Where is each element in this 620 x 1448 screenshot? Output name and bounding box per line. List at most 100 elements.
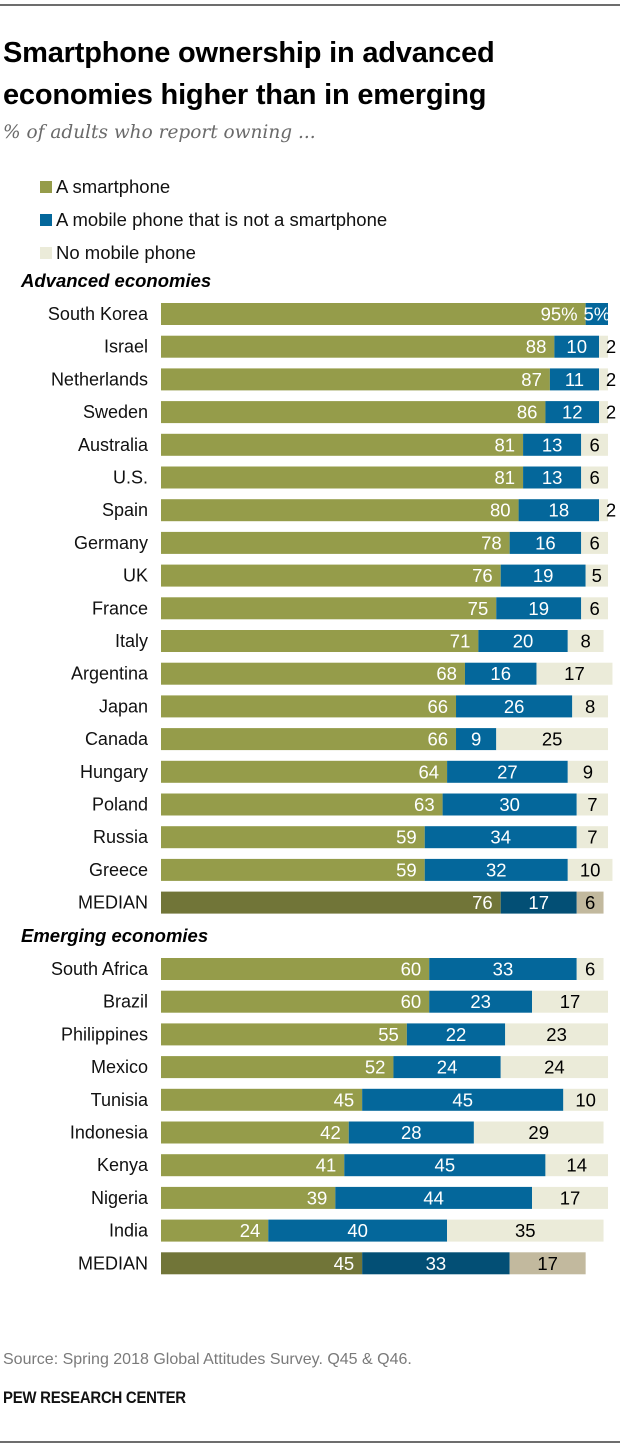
data-label: 33 [493,959,514,980]
data-label: 42 [320,1122,341,1143]
bar-segment-none [599,335,608,358]
data-label: 9 [583,761,593,782]
bottom-rule [0,1441,620,1443]
data-label: 66 [427,729,448,750]
bar-segment-smartphone [161,401,546,424]
data-label: 64 [419,761,440,782]
bar-segment-none [581,531,608,554]
bar-row-median: MEDIAN 45 33 17 [78,1252,586,1275]
category-label: MEDIAN [78,893,148,913]
section-label-advanced: Advanced economies [21,270,212,291]
legend-swatch-mobile [40,213,52,226]
data-label: 2 [606,500,616,521]
data-label: 78 [481,532,502,553]
data-label: 17 [560,991,581,1012]
bar-segment-mobile [447,760,568,783]
bar-segment-smartphone [161,662,465,685]
bar-row-south-africa: South Africa 60 33 6 [51,958,604,980]
bar-segment-smartphone [161,1121,349,1144]
bar-segment-none [581,466,608,489]
bar-row-spain: Spain 80 18 2 [102,499,616,522]
bar-row-hungary: Hungary 64 27 9 [80,760,608,783]
category-label: Philippines [61,1024,148,1044]
data-label: 22 [446,1024,467,1045]
bar-segment-mobile [335,1186,533,1209]
data-label: 20 [513,631,534,652]
category-label: Mexico [91,1057,148,1077]
data-label: 14 [566,1155,587,1176]
legend-swatch-smartphone [40,180,52,193]
data-label: 23 [546,1024,567,1045]
bar-segment-smartphone [161,695,457,718]
bar-segment-mobile [585,303,608,325]
bar-segment-mobile [442,793,577,816]
data-label: 76 [472,565,493,586]
top-rule [0,4,620,6]
bar-segment-mobile [344,1154,546,1177]
bar-segment-mobile [549,368,600,391]
bar-row-israel: Israel 88 10 2 [104,335,616,358]
data-label: 23 [470,991,491,1012]
data-label: 59 [396,859,417,880]
data-label: 25 [542,729,563,750]
category-label: Spain [102,500,148,520]
source-note: Source: Spring 2018 Global Attitudes Sur… [3,1351,412,1368]
bar-segment-none [599,401,608,424]
bar-row-brazil: Brazil 60 23 17 [103,990,608,1013]
bar-segment-mobile [478,630,568,652]
category-label: South Korea [48,304,149,324]
bar-row-kenya: Kenya 41 45 14 [97,1154,608,1177]
bar-segment-none [572,695,608,718]
bar-segment-mobile [545,401,600,424]
data-label: 16 [490,663,511,684]
data-label: 13 [542,434,563,455]
data-label: 6 [585,959,595,980]
bar-segment-mobile [424,858,568,881]
bar-row-sweden: Sweden 86 12 2 [83,401,616,424]
data-label: 17 [564,663,585,684]
bar-row-u-s-: U.S. 81 13 6 [113,466,608,489]
bar-segment-mobile [429,990,533,1013]
category-label: Sweden [83,402,148,422]
bar-segment-mobile [362,1088,564,1111]
bar-segment-none [585,564,608,587]
data-label: 75 [468,598,489,619]
data-label: 27 [497,761,518,782]
bar-segment-mobile [429,958,577,980]
category-label: UK [123,566,148,586]
bar-segment-mobile [518,499,600,522]
bar-segment-mobile [456,695,573,718]
bar-row-greece: Greece 59 32 10 [89,858,613,881]
bar-segment-smartphone [161,760,448,783]
bar-segment-smartphone [161,335,555,358]
data-label: 66 [427,696,448,717]
data-label: 76 [472,892,493,913]
bar-row-mexico: Mexico 52 24 24 [91,1056,608,1079]
data-label: 24 [437,1057,458,1078]
category-label: France [92,598,148,618]
data-label: 41 [316,1155,337,1176]
bar-segment-none [563,1088,608,1111]
data-label: 8 [581,631,591,652]
bar-segment-none [576,891,604,914]
legend-item-smartphone: A smartphone [40,170,387,203]
category-label: Greece [89,860,148,880]
brand-label: PEW RESEARCH CENTER [3,1388,186,1407]
legend-label-none: No mobile phone [56,241,196,263]
data-label: 29 [528,1122,549,1143]
legend: A smartphone A mobile phone that is not … [40,170,387,269]
data-label: 10 [566,336,587,357]
data-label: 45 [452,1089,473,1110]
data-label: 6 [589,434,599,455]
data-label: 17 [528,892,549,913]
data-label: 17 [537,1253,558,1274]
legend-item-none: No mobile phone [40,236,387,269]
bar-segment-smartphone [161,303,586,325]
bar-row-germany: Germany 78 16 6 [74,531,608,554]
category-label: Indonesia [70,1123,149,1143]
bar-segment-smartphone [161,1154,345,1177]
legend-swatch-none [40,246,52,259]
chart-subtitle: % of adults who report owning ... [3,122,316,143]
bar-row-philippines: Philippines 55 22 23 [61,1023,608,1046]
bar-segment-none [532,1186,608,1209]
